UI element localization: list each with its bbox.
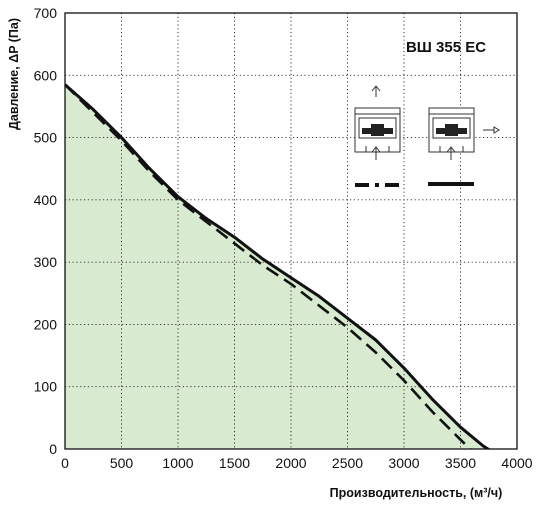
y-tick-label-300: 300	[34, 254, 58, 270]
y-axis-title: Давление, ΔP (Па)	[7, 18, 21, 130]
x-tick-label-0: 0	[61, 455, 69, 471]
series-0-area	[65, 84, 498, 449]
tick-label-layer: 0 500 1000 1500 2000 2500 3000 3500 4000 0 100 200 3…	[34, 5, 533, 471]
grid-layer	[65, 13, 517, 449]
plot-frame	[64, 12, 518, 450]
y-tick-label-100: 100	[34, 379, 58, 395]
x-axis-title: Производительность, (м³/ч)	[330, 486, 503, 500]
x-tick-label-4000: 4000	[501, 455, 532, 471]
x-tick-label-500: 500	[110, 455, 134, 471]
series-1-dashed-line	[65, 83, 472, 449]
x-tick-label-2500: 2500	[332, 455, 363, 471]
series-layer	[65, 83, 491, 449]
chart-title: ВШ 355 EC	[406, 39, 486, 56]
y-tick-label-200: 200	[34, 316, 58, 332]
y-tick-label-400: 400	[34, 192, 58, 208]
y-tick-label-0: 0	[49, 441, 57, 457]
x-tick-label-1500: 1500	[219, 455, 250, 471]
x-tick-label-3000: 3000	[388, 455, 419, 471]
x-tick-label-1000: 1000	[162, 455, 193, 471]
y-tick-label-600: 600	[34, 67, 58, 83]
area-fill-layer	[65, 84, 498, 449]
exhaust-side-icon	[428, 107, 500, 160]
series-0-solid-line	[65, 83, 491, 449]
x-tick-label-3500: 3500	[445, 455, 476, 471]
x-tick-label-2000: 2000	[275, 455, 306, 471]
y-tick-label-500: 500	[34, 130, 58, 146]
legend	[354, 85, 500, 187]
exhaust-up-icon	[354, 85, 401, 160]
y-tick-label-700: 700	[34, 5, 58, 21]
